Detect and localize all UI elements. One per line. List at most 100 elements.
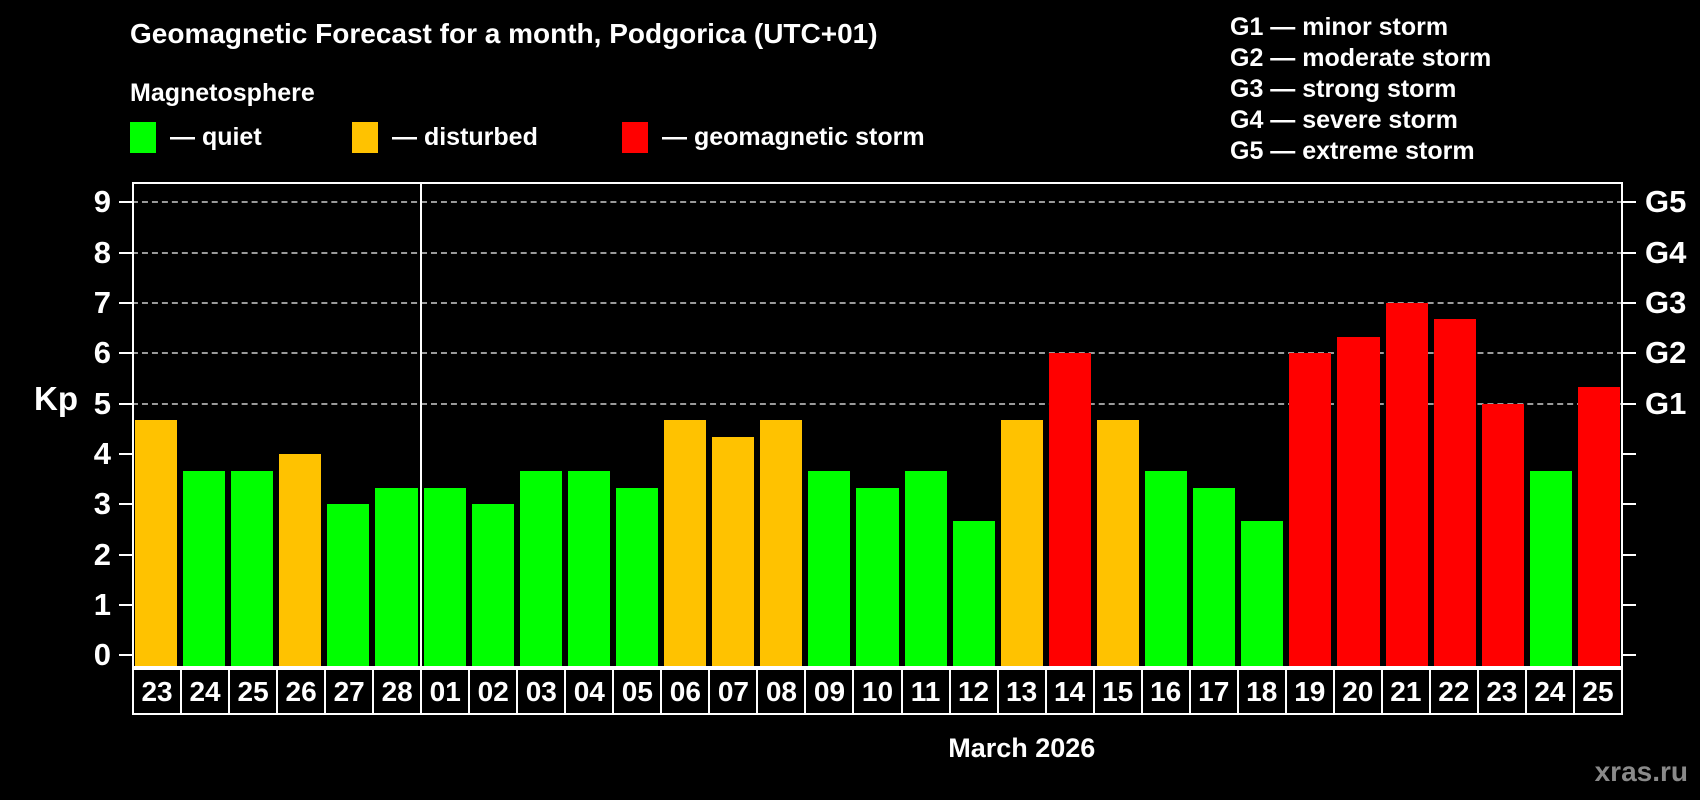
legend-label-storm: — geomagnetic storm: [662, 122, 925, 151]
legend-label-quiet: — quiet: [170, 122, 262, 151]
gridline-kp8: [132, 251, 1623, 254]
legend-item-storm: — geomagnetic storm: [622, 121, 925, 153]
x-axis-day-label: 21: [1380, 668, 1431, 715]
kp-bar-day-17: [1193, 487, 1236, 666]
gridline-kp7: [132, 301, 1623, 304]
x-axis-day-label: 05: [612, 668, 663, 715]
y-tick-left: [119, 402, 132, 405]
x-axis-day-label: 17: [1188, 668, 1239, 715]
month-separator-line: [419, 182, 422, 668]
kp-bar-day-19: [1289, 353, 1332, 666]
kp-bar-day-14: [1048, 353, 1091, 666]
y-tick-right: [1623, 301, 1636, 304]
kp-bar-day-01: [423, 487, 466, 666]
kp-bar-day-20: [1337, 336, 1380, 666]
x-axis-day-label: 24: [1524, 668, 1575, 715]
y-tick-left: [119, 553, 132, 556]
kp-bar-day-28: [375, 487, 418, 666]
kp-bar-day-12: [952, 520, 995, 666]
x-axis-day-label: 16: [1140, 668, 1191, 715]
chart-title: Geomagnetic Forecast for a month, Podgor…: [130, 18, 878, 49]
kp-bar-day-25: [231, 470, 274, 666]
kp-bar-day-08: [760, 420, 803, 666]
x-axis-day-label: 07: [708, 668, 759, 715]
y-tick-left: [119, 201, 132, 204]
x-axis-day-label: 06: [660, 668, 711, 715]
legend-swatch-disturbed: [352, 121, 378, 153]
legend-item-disturbed: — disturbed: [352, 121, 538, 153]
y-tick-right: [1623, 251, 1636, 254]
kp-bar-day-23: [1481, 403, 1524, 666]
kp-bar-day-21: [1385, 302, 1428, 666]
kp-bar-day-22: [1433, 319, 1476, 666]
y-tick-right: [1623, 352, 1636, 355]
y-tick-right: [1623, 452, 1636, 455]
y-axis-title: Kp: [34, 380, 78, 417]
y-tick-right: [1623, 654, 1636, 657]
x-axis-day-labels: 23 24 25 26 27 28 01 02 03 04 05 06 07 08 09 10 11 12 13 14…: [132, 668, 1623, 715]
storm-scale-item: G4 — severe storm: [1230, 106, 1458, 134]
legend-item-quiet: — quiet: [130, 121, 262, 153]
magnetosphere-label: Magnetosphere: [130, 79, 315, 107]
x-axis-day-label: 25: [1572, 668, 1623, 715]
g-axis-label-g2: G2: [1645, 335, 1687, 371]
kp-bar-day-24: [1529, 470, 1572, 666]
x-axis-day-label: 23: [1476, 668, 1527, 715]
kp-bar-day-07: [712, 437, 755, 666]
x-axis-day-label: 04: [564, 668, 615, 715]
storm-scale-item: G5 — extreme storm: [1230, 137, 1475, 165]
y-tick-label: 8: [93, 234, 111, 270]
y-tick-left: [119, 251, 132, 254]
kp-bar-day-13: [1000, 420, 1043, 666]
y-tick-label: 0: [93, 637, 111, 673]
y-tick-left: [119, 301, 132, 304]
legend-swatch-storm: [622, 121, 648, 153]
kp-bar-day-04: [567, 470, 610, 666]
x-axis-day-label: 20: [1332, 668, 1383, 715]
x-axis-day-label: 19: [1284, 668, 1335, 715]
y-tick-right: [1623, 201, 1636, 204]
kp-bar-day-03: [519, 470, 562, 666]
y-tick-right: [1623, 503, 1636, 506]
storm-scale-item: G1 — minor storm: [1230, 13, 1449, 41]
g-axis-label-g1: G1: [1645, 385, 1687, 421]
x-axis-day-label: 13: [996, 668, 1047, 715]
y-tick-right: [1623, 402, 1636, 405]
x-axis-day-label: 25: [228, 668, 279, 715]
watermark: xras.ru: [1594, 756, 1688, 787]
kp-bar-day-16: [1145, 470, 1188, 666]
x-axis-day-label: 01: [420, 668, 471, 715]
y-tick-right: [1623, 604, 1636, 607]
x-axis-day-label: 09: [804, 668, 855, 715]
kp-bar-day-27: [327, 504, 370, 666]
x-axis-day-label: 14: [1044, 668, 1095, 715]
x-axis-day-label: 22: [1428, 668, 1479, 715]
gridline-kp9: [132, 201, 1623, 204]
x-axis-day-label: 11: [900, 668, 951, 715]
y-tick-right: [1623, 553, 1636, 556]
storm-scale-item: G2 — moderate storm: [1230, 44, 1492, 72]
storm-scale-item: G3 — strong storm: [1230, 75, 1457, 103]
x-axis-day-label: 24: [180, 668, 231, 715]
x-axis-day-label: 12: [948, 668, 999, 715]
legend-label-disturbed: — disturbed: [392, 122, 538, 151]
y-tick-label: 2: [93, 536, 111, 572]
gridline-kp6: [132, 352, 1623, 355]
kp-bar-day-05: [615, 487, 659, 666]
kp-bar-day-15: [1096, 420, 1140, 666]
gridline-kp5: [132, 402, 1623, 405]
g-axis-label-g4: G4: [1645, 234, 1687, 270]
y-tick-left: [119, 352, 132, 355]
y-tick-label: 7: [93, 284, 111, 320]
y-tick-label: 9: [93, 184, 111, 220]
x-axis-day-label: 02: [468, 668, 519, 715]
x-axis-day-label: 18: [1236, 668, 1287, 715]
y-tick-label: 4: [93, 435, 111, 471]
x-axis-day-label: 03: [516, 668, 567, 715]
g-axis-label-g3: G3: [1645, 284, 1687, 320]
kp-bar-day-06: [664, 420, 707, 666]
y-tick-left: [119, 503, 132, 506]
legend-swatch-quiet: [130, 121, 156, 153]
kp-bar-day-10: [856, 487, 899, 666]
